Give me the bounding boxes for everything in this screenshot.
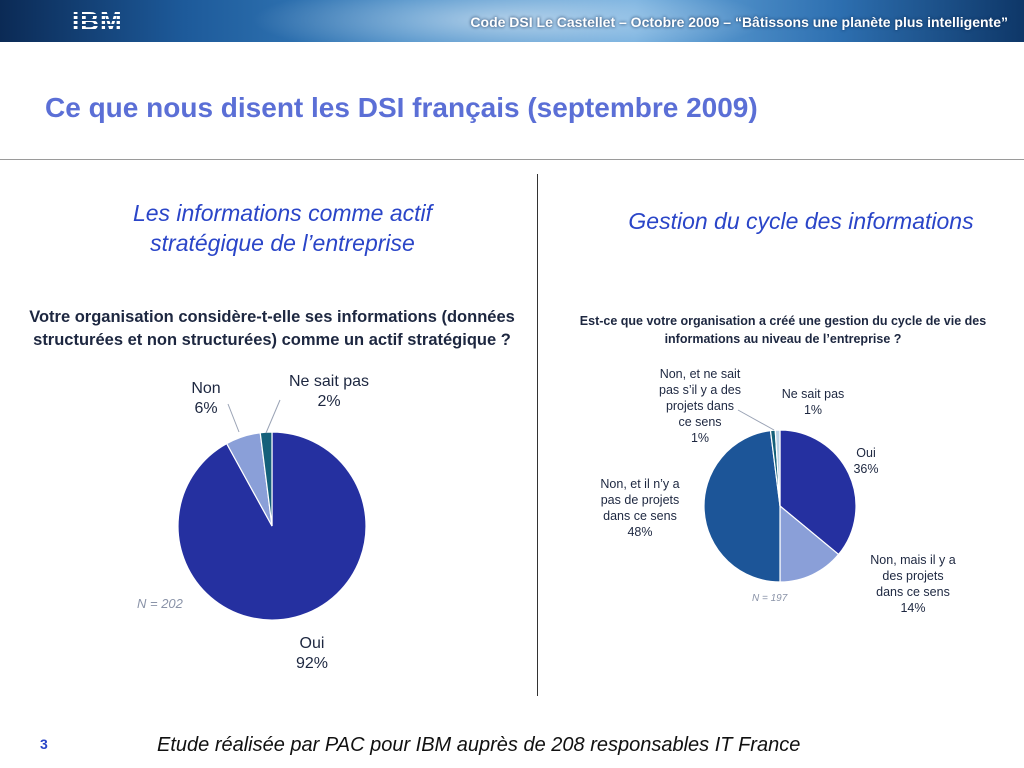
pie-slice-label: Non, et il n’y a pas de projets dans ce se… <box>600 477 679 539</box>
right-question-line2: informations au niveau de l’entreprise ? <box>664 332 902 346</box>
page-title: Ce que nous disent les DSI français (sep… <box>45 92 758 123</box>
pie-slice-label: Non, mais il y a des projets dans ce sens 1… <box>870 553 955 615</box>
pie-slice-label: Non, et ne sait pas s’il y a des projets d… <box>659 367 741 445</box>
pie-slice <box>703 429 781 583</box>
pie-slice-label: Ne sait pas 1% <box>782 387 845 417</box>
sample-size-label: N = 202 <box>137 596 184 611</box>
pie-slice-label: Oui 92% <box>296 635 328 672</box>
header-banner: IBM Code DSI Le Castellet – Octobre 2009… <box>0 0 1024 42</box>
footer-note: Etude réalisée par PAC pour IBM auprès d… <box>157 734 801 756</box>
title-divider <box>0 159 1024 160</box>
left-question-line2: structurées et non structurées) comme un… <box>33 331 511 349</box>
left-question-line1: Votre organisation considère-t-elle ses … <box>29 308 515 326</box>
pie-slice-label: Ne sait pas 2% <box>289 373 369 410</box>
pie-leader-line <box>737 409 775 431</box>
sample-size-label: N = 197 <box>752 593 788 604</box>
pie-slice <box>779 429 857 556</box>
pie-chart-right: Oui 36% Non, mais il y a des projets dans ce… <box>600 367 955 615</box>
left-question: Votre organisation considère-t-elle ses … <box>8 306 536 352</box>
right-question-line1: Est-ce que votre organisation a créé une… <box>579 314 987 328</box>
banner-glow <box>250 0 770 42</box>
column-divider <box>537 174 538 696</box>
left-subhead-line1: Les informations comme actif <box>132 200 433 226</box>
left-subhead-line2: stratégique de l’entreprise <box>150 230 415 256</box>
pie-leader-line <box>227 403 240 433</box>
left-subhead: Les informations comme actif stratégique… <box>40 198 525 258</box>
right-subhead: Gestion du cycle des informations <box>628 208 974 234</box>
pie-slice <box>774 429 781 507</box>
pie-slice <box>779 504 840 583</box>
pie-leader-line <box>265 399 281 434</box>
pie-chart-left: Oui 92% Non 6% Ne sait pas 2% N = 202 <box>137 373 369 672</box>
pie-slice-label: Oui 36% <box>853 446 878 476</box>
pie-slice-label: Non 6% <box>191 380 220 417</box>
right-question: Est-ce que votre organisation a créé une… <box>544 312 1022 348</box>
page-number: 3 <box>40 736 48 752</box>
banner-caption: Code DSI Le Castellet – Octobre 2009 – “… <box>470 14 1008 30</box>
ibm-logo: IBM <box>72 6 123 36</box>
